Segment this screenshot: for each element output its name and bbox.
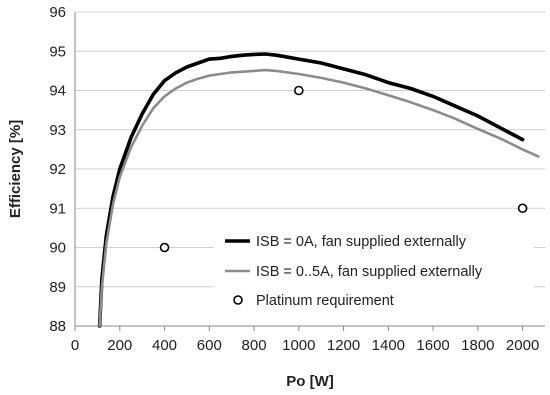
x-tick-label: 200 (107, 337, 132, 354)
y-tick-label: 88 (49, 318, 66, 335)
platinum-requirement-point (517, 203, 528, 214)
x-tick-label: 2000 (506, 337, 539, 354)
platinum-requirement-point (159, 242, 170, 253)
axes-layer (74, 12, 545, 331)
legend-swatch-platinum (233, 295, 243, 305)
platinum-requirement-point (294, 85, 304, 96)
ticks-layer: 88 89 90 91 92 93 94 95 96 0 200 400 600 800 1000 1200 1… (49, 4, 539, 354)
y-tick-label: 91 (49, 200, 66, 217)
y-tick-label: 90 (49, 240, 66, 257)
legend-background (214, 226, 534, 314)
grid-layer (75, 11, 545, 288)
y-tick-label: 92 (49, 161, 66, 178)
x-axis-title: Po [W] (286, 373, 333, 390)
series-line-1 (97, 52, 525, 328)
x-tick-label: 1600 (416, 337, 449, 354)
legend-label-series-2: ISB = 0..5A, fan supplied externally (256, 264, 483, 280)
marker-layer (159, 85, 528, 253)
y-tick-label: 96 (49, 4, 66, 21)
x-tick-label: 1000 (282, 337, 315, 354)
y-tick-label: 93 (49, 122, 66, 139)
x-tick-label: 600 (197, 337, 222, 354)
y-axis-title: Efficiency [%] (7, 120, 24, 218)
x-tick-label: 1200 (327, 337, 360, 354)
series-layer (97, 52, 540, 328)
x-tick-label: 1400 (372, 337, 405, 354)
legend-label-series-1: ISB = 0A, fan supplied externally (256, 234, 467, 250)
x-tick-label: 800 (242, 337, 267, 354)
series-line-2 (98, 68, 540, 328)
legend: ISB = 0A, fan supplied externally ISB = … (214, 226, 534, 314)
x-tick-label: 0 (71, 337, 79, 354)
y-tick-label: 94 (49, 83, 66, 100)
x-tick-label: 400 (152, 337, 177, 354)
y-tick-label: 95 (49, 43, 66, 60)
legend-label-platinum: Platinum requirement (256, 293, 394, 309)
y-tick-label: 89 (49, 279, 66, 296)
x-tick-label: 1800 (461, 337, 494, 354)
